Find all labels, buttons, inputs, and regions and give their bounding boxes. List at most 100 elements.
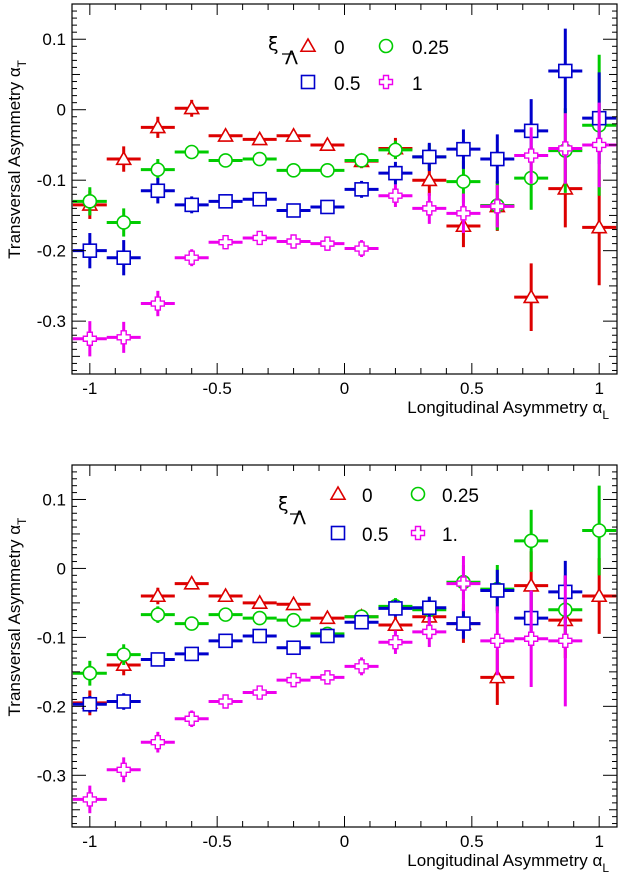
data-point xyxy=(82,194,98,209)
data-point xyxy=(82,665,98,681)
data-point xyxy=(286,612,301,628)
data-point xyxy=(116,647,131,662)
data-point xyxy=(422,149,437,165)
legend-marker xyxy=(300,74,316,90)
data-point xyxy=(456,576,471,591)
data-point xyxy=(387,616,404,632)
data-point xyxy=(388,188,403,203)
data-point xyxy=(252,230,267,246)
legend-label: 0.5 xyxy=(334,74,360,95)
data-point xyxy=(558,633,573,649)
x-tick-label: -0.5 xyxy=(203,379,232,398)
data-point xyxy=(184,711,199,726)
series-4 xyxy=(72,102,617,357)
x-tick-label: 0.5 xyxy=(460,379,484,398)
data-point xyxy=(523,148,539,163)
data-point xyxy=(320,628,335,644)
legend-marker xyxy=(329,485,347,501)
data-point xyxy=(354,153,369,168)
data-point xyxy=(319,609,336,625)
legend-marker xyxy=(410,486,426,502)
data-point xyxy=(183,99,201,115)
data-point xyxy=(184,250,199,265)
data-point xyxy=(591,523,607,538)
legend-title-subscript: Λ xyxy=(285,47,298,69)
data-point xyxy=(354,182,369,197)
y-axis: -0.3 -0.2 -0.1 0 0.1 xyxy=(37,464,617,825)
data-point xyxy=(286,234,301,249)
y-tick-label: -0.2 xyxy=(37,697,66,716)
legend-marker xyxy=(410,525,426,541)
data-point xyxy=(150,734,166,750)
data-point xyxy=(456,141,471,157)
legend-label: 1 xyxy=(412,74,423,95)
data-point xyxy=(252,191,267,207)
data-point xyxy=(558,141,573,156)
y-tick-label: -0.3 xyxy=(37,766,66,785)
data-point xyxy=(184,144,199,160)
legend-marker xyxy=(378,74,394,90)
y-tick-label: 0 xyxy=(57,559,66,578)
data-point xyxy=(116,694,131,709)
data-point xyxy=(388,165,403,181)
data-point xyxy=(184,197,199,213)
data-point xyxy=(218,694,233,709)
data-point xyxy=(286,203,301,218)
legend-title-subscript: Λ xyxy=(293,507,306,529)
x-tick-label: -1 xyxy=(82,379,97,398)
data-point xyxy=(490,583,505,598)
data-point xyxy=(150,607,166,622)
data-point xyxy=(285,595,302,611)
data-point xyxy=(218,235,233,250)
x-tick-label: -0.5 xyxy=(203,832,232,851)
data-point xyxy=(388,601,403,616)
legend-title: ξ xyxy=(278,493,289,515)
data-point xyxy=(490,199,505,214)
data-point xyxy=(116,762,131,777)
y-axis: -0.3 -0.2 -0.1 0 0.1 xyxy=(37,3,617,371)
data-point xyxy=(150,183,166,199)
data-point xyxy=(149,587,167,603)
data-point xyxy=(286,163,301,178)
data-point xyxy=(116,330,131,345)
data-point xyxy=(420,171,438,187)
chart-panel-bottom: -1 -0.5 0 0.5 1 -0.3 -0.2 -0.1 0 0.1 Longitudinal … xyxy=(5,464,618,875)
data-point xyxy=(558,63,573,79)
data-point xyxy=(422,600,437,616)
data-point xyxy=(320,199,335,215)
legend-label: 0.25 xyxy=(442,486,479,507)
data-point xyxy=(217,127,234,142)
data-point xyxy=(252,151,267,167)
data-point xyxy=(150,652,166,667)
legend-label: 0.25 xyxy=(412,38,449,59)
data-point xyxy=(252,685,267,700)
data-point xyxy=(456,616,471,631)
legend-label: 0 xyxy=(362,486,373,507)
y-tick-label: -0.1 xyxy=(37,171,66,190)
data-point xyxy=(217,587,234,603)
data-point xyxy=(320,163,335,178)
y-tick-label: 0 xyxy=(57,101,66,120)
data-point xyxy=(456,174,471,189)
legend-marker xyxy=(330,525,346,541)
data-point xyxy=(115,150,133,166)
y-tick-label: -0.1 xyxy=(37,628,66,647)
data-point xyxy=(82,331,98,346)
legend-label: 0 xyxy=(334,38,345,59)
legend-label: 1. xyxy=(442,525,458,546)
y-axis-title: Transversal Asymmetry αT xyxy=(5,517,29,717)
x-tick-label: 0 xyxy=(340,832,349,851)
data-point xyxy=(522,288,540,304)
x-tick-label: 1 xyxy=(594,379,603,398)
data-point xyxy=(523,631,539,646)
data-point xyxy=(184,646,199,662)
data-point xyxy=(422,201,437,216)
data-point xyxy=(82,696,98,712)
data-point xyxy=(490,151,505,167)
data-point xyxy=(388,635,403,650)
legend-marker xyxy=(299,37,317,53)
data-point xyxy=(116,215,131,230)
data-point xyxy=(319,136,336,152)
